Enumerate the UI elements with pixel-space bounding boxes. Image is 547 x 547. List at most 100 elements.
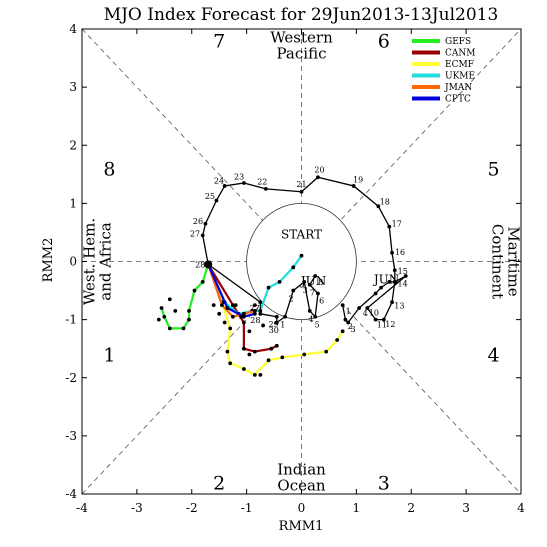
forecast-point [266,358,271,363]
forecast-point [252,372,257,377]
observed-point [392,279,397,284]
forecast-point [200,279,205,284]
forecast-point [231,303,235,307]
observed-day-label: 18 [380,198,390,207]
phase-number: 6 [378,31,390,53]
x-tick-label: -3 [131,501,143,515]
observed-point [351,184,356,188]
recent-point [313,274,318,278]
forecast-point [269,346,274,351]
forecast-point [266,285,271,290]
observed-point [403,274,408,278]
y-tick-label: 0 [69,255,77,269]
month-label: JUN [372,273,399,287]
x-tick-label: 1 [353,501,361,515]
forecast-point [181,326,186,331]
observed-day-label: 4 [363,309,368,318]
forecast-point [225,306,230,310]
ensemble-point [261,323,265,328]
legend-label-ukme: UKME [445,72,475,82]
phase-number: 7 [213,31,225,53]
region-label-line: Ocean [277,477,326,495]
observed-point [214,198,219,203]
recent-day-label: 7 [310,288,315,297]
y-tick-label: -1 [65,313,77,327]
observed-point [390,300,394,305]
observed-day-label: 21 [296,180,306,189]
observed-point [381,317,386,322]
forecast-point [241,311,246,316]
ensemble-point [258,372,263,377]
observed-day-label: 12 [385,320,395,329]
unit-circle [246,202,357,321]
forecast-point [162,314,167,319]
forecast-point [280,355,285,360]
phase-guide-lines [81,28,522,495]
recent-point [302,279,307,284]
observed-point [379,285,383,290]
x-tick-label: 0 [298,501,306,515]
start-label: START [281,227,322,241]
recent-day-label: 8 [318,278,323,287]
phase-number: 3 [378,472,390,494]
forecast-point [241,320,246,325]
start-marker [204,260,213,269]
recent-day-label: 28 [250,316,260,325]
observed-point [357,306,362,310]
recent-day-label: 29 [268,320,278,329]
ensemble-point [167,297,172,302]
x-tick-label: -1 [241,501,253,515]
observed-point [387,224,392,229]
ensemble-point [247,352,252,357]
observed-point [241,181,246,185]
observed-point [373,317,378,322]
observed-point [340,303,345,307]
y-tick-label: -3 [65,429,77,443]
y-tick-label: 4 [69,22,77,36]
recent-day-label: 1 [280,320,285,329]
observed-point [222,184,227,188]
recent-day-label: 30 [269,326,279,335]
recent-point [313,314,318,319]
x-tick-label: 2 [407,501,415,515]
recent-point [274,314,279,319]
x-tick-label: -2 [186,501,198,515]
recent-day-label: 6 [319,297,324,306]
observed-point [263,186,268,191]
forecast-point [340,329,345,334]
region-label-line: Pacific [277,44,327,62]
x-axis-title: RMM1 [279,519,324,534]
observed-day-label: 14 [398,280,408,289]
observed-point [376,204,381,209]
observed-day-label: 22 [257,178,267,187]
observed-day-label: 23 [234,173,244,182]
forecast-point [167,326,172,331]
phase-number: 2 [213,472,225,494]
ensemble-point [217,311,222,316]
legend-label-gefs: GEFS [445,37,471,47]
ensemble-point [156,317,161,322]
forecast-point [228,326,233,331]
recent-day-label: 2 [289,294,294,303]
x-tick-label: -4 [76,501,88,515]
forecast-line-cptc [207,263,256,318]
recent-day-label: 5 [315,320,320,329]
forecast-point [241,314,246,319]
forecast-line-gefs [160,264,210,330]
x-tick-label: 4 [517,501,525,515]
observed-point [343,317,348,322]
legend-label-cptc: CPTC [445,95,471,105]
observed-day-label: 1 [346,307,351,316]
region-label-line: Western [270,28,333,46]
recent-point [274,320,279,325]
observed-point [203,221,208,226]
phase-number: 4 [488,345,500,367]
forecast-point [187,317,191,322]
